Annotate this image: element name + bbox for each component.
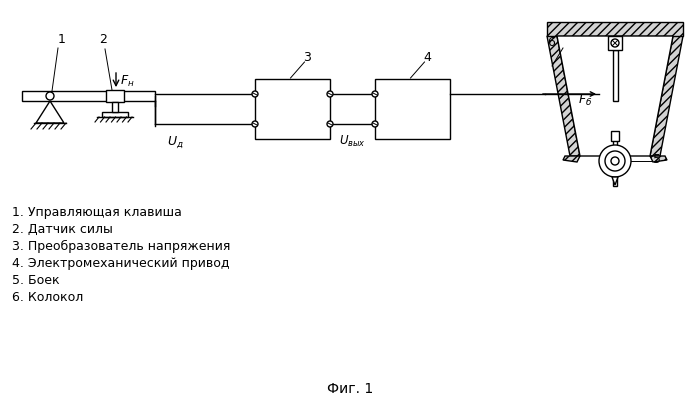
Circle shape [599,145,631,177]
Polygon shape [36,101,64,123]
Text: $F_б$: $F_б$ [578,93,592,108]
Text: 6. Колокол: 6. Колокол [12,291,83,304]
Bar [22,91,155,101]
Text: 1. Управляющая клавиша: 1. Управляющая клавиша [12,206,182,219]
Text: 1: 1 [58,33,66,46]
Text: $U_д$: $U_д$ [167,134,183,150]
Bar [112,102,118,112]
Bar [255,79,330,139]
Polygon shape [612,177,618,185]
Text: 6: 6 [547,36,555,49]
Bar [611,131,619,141]
Circle shape [605,151,625,171]
Text: 4: 4 [424,51,431,64]
Circle shape [252,121,258,127]
Bar [612,50,617,101]
Bar [613,136,617,186]
Text: 2: 2 [99,33,107,46]
Text: Фиг. 1: Фиг. 1 [327,382,373,396]
Text: $F_н$: $F_н$ [120,74,134,89]
Bar [106,90,124,102]
Polygon shape [557,36,673,156]
Circle shape [611,39,619,47]
Text: $U_{вых}$: $U_{вых}$ [339,134,366,149]
Circle shape [611,157,619,165]
Polygon shape [547,22,683,36]
Bar [375,79,450,139]
Polygon shape [563,156,580,162]
Text: 5: 5 [653,153,661,166]
Polygon shape [650,36,683,156]
Text: 4. Электромеханический привод: 4. Электромеханический привод [12,257,230,270]
Circle shape [327,91,333,97]
Circle shape [252,91,258,97]
Circle shape [372,91,378,97]
Circle shape [46,92,54,100]
Circle shape [372,121,378,127]
Bar [102,112,128,117]
Polygon shape [547,36,580,156]
Circle shape [327,121,333,127]
Polygon shape [650,156,667,162]
Bar [608,36,622,50]
Text: 5. Боек: 5. Боек [12,274,60,287]
Text: 2. Датчик силы: 2. Датчик силы [12,223,113,236]
Text: 3. Преобразователь напряжения: 3. Преобразователь напряжения [12,240,230,253]
Text: 3: 3 [304,51,312,64]
